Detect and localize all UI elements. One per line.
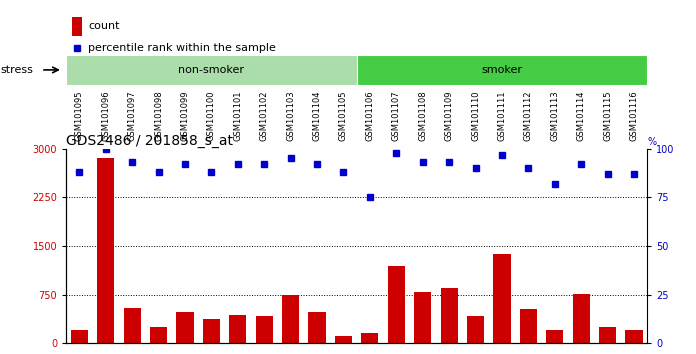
- Bar: [357, 55, 647, 85]
- Text: %: %: [647, 137, 656, 147]
- Text: GSM101098: GSM101098: [154, 90, 163, 141]
- Text: GSM101116: GSM101116: [630, 90, 638, 141]
- Bar: [414, 292, 432, 343]
- Bar: [72, 17, 82, 36]
- Bar: [124, 308, 141, 343]
- Text: GSM101096: GSM101096: [101, 90, 110, 141]
- Bar: [467, 316, 484, 343]
- Text: GSM101113: GSM101113: [551, 90, 560, 141]
- Bar: [308, 312, 326, 343]
- Bar: [66, 55, 357, 85]
- Bar: [176, 312, 193, 343]
- Bar: [282, 295, 299, 343]
- Bar: [229, 315, 246, 343]
- Text: GSM101107: GSM101107: [392, 90, 401, 141]
- Text: GSM101115: GSM101115: [603, 90, 612, 141]
- Bar: [520, 309, 537, 343]
- Bar: [626, 330, 642, 343]
- Bar: [361, 333, 379, 343]
- Text: GSM101111: GSM101111: [498, 90, 507, 141]
- Bar: [71, 330, 88, 343]
- Text: GSM101102: GSM101102: [260, 90, 269, 141]
- Bar: [203, 319, 220, 343]
- Text: count: count: [88, 21, 120, 31]
- Text: GSM101114: GSM101114: [577, 90, 586, 141]
- Text: GSM101100: GSM101100: [207, 90, 216, 141]
- Text: GSM101105: GSM101105: [339, 90, 348, 141]
- Bar: [97, 159, 114, 343]
- Text: GSM101110: GSM101110: [471, 90, 480, 141]
- Bar: [599, 326, 616, 343]
- Bar: [150, 327, 167, 343]
- Text: stress: stress: [0, 65, 33, 75]
- Text: smoker: smoker: [482, 65, 523, 75]
- Bar: [573, 294, 590, 343]
- Bar: [546, 330, 563, 343]
- Text: GSM101104: GSM101104: [313, 90, 322, 141]
- Bar: [388, 266, 405, 343]
- Text: GDS2486 / 201858_s_at: GDS2486 / 201858_s_at: [66, 134, 233, 148]
- Text: GSM101101: GSM101101: [233, 90, 242, 141]
- Bar: [493, 254, 511, 343]
- Text: GSM101112: GSM101112: [524, 90, 533, 141]
- Bar: [335, 336, 352, 343]
- Text: GSM101109: GSM101109: [445, 90, 454, 141]
- Text: non-smoker: non-smoker: [178, 65, 244, 75]
- Text: GSM101106: GSM101106: [365, 90, 374, 141]
- Text: GSM101108: GSM101108: [418, 90, 427, 141]
- Bar: [255, 316, 273, 343]
- Text: GSM101099: GSM101099: [180, 90, 189, 141]
- Bar: [441, 287, 458, 343]
- Text: GSM101103: GSM101103: [286, 90, 295, 141]
- Text: percentile rank within the sample: percentile rank within the sample: [88, 44, 276, 53]
- Text: GSM101095: GSM101095: [75, 90, 84, 141]
- Text: GSM101097: GSM101097: [127, 90, 136, 141]
